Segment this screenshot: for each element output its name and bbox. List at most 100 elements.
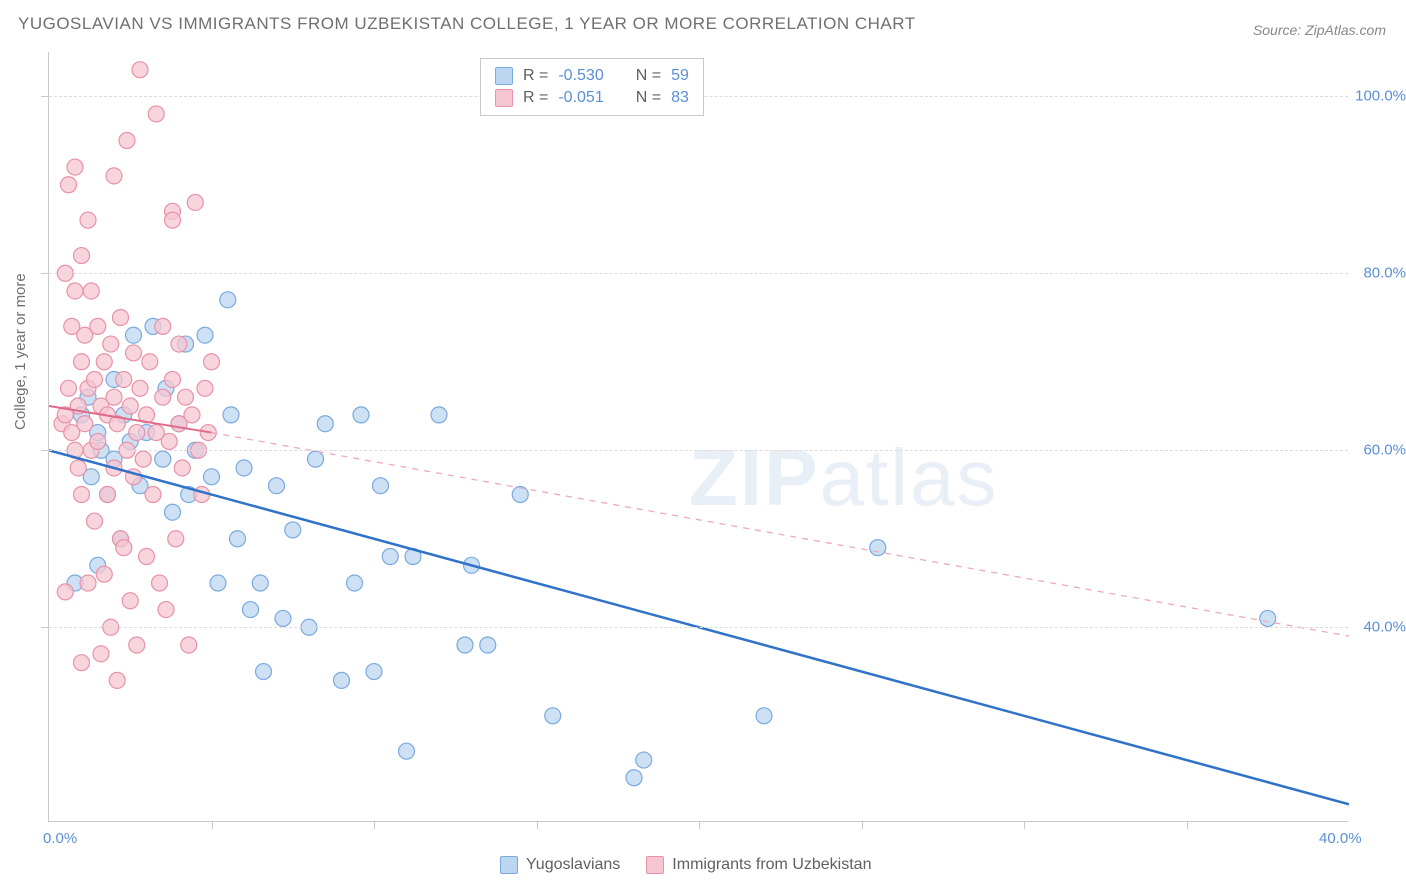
gridline <box>49 273 1348 274</box>
chart-plot-area: ZIPatlas 40.0%60.0%80.0%100.0%0.0%40.0% <box>48 52 1348 822</box>
data-point <box>204 469 220 485</box>
data-point <box>70 460 86 476</box>
data-point <box>165 371 181 387</box>
data-point <box>80 575 96 591</box>
data-point <box>184 407 200 423</box>
legend-label: Yugoslavians <box>526 856 620 874</box>
legend-label: Immigrants from Uzbekistan <box>672 856 871 874</box>
source-label: Source: ZipAtlas.com <box>1253 22 1386 38</box>
data-point <box>100 487 116 503</box>
data-point <box>204 354 220 370</box>
data-point <box>106 168 122 184</box>
y-tick-label: 40.0% <box>1363 619 1406 636</box>
data-point <box>230 531 246 547</box>
data-point <box>223 407 239 423</box>
y-tick <box>41 273 49 274</box>
data-point <box>116 540 132 556</box>
x-tick-label: 40.0% <box>1319 830 1362 847</box>
data-point <box>210 575 226 591</box>
data-point <box>308 451 324 467</box>
data-point <box>161 433 177 449</box>
data-point <box>96 354 112 370</box>
y-axis-title: College, 1 year or more <box>12 273 29 430</box>
data-point <box>129 425 145 441</box>
data-point <box>103 336 119 352</box>
chart-title: YUGOSLAVIAN VS IMMIGRANTS FROM UZBEKISTA… <box>18 14 916 34</box>
x-tick <box>374 821 375 829</box>
data-point <box>67 283 83 299</box>
gridline <box>49 627 1348 628</box>
y-tick-label: 80.0% <box>1363 265 1406 282</box>
data-point <box>155 318 171 334</box>
stat-n-value: 59 <box>671 67 689 85</box>
data-point <box>252 575 268 591</box>
data-point <box>545 708 561 724</box>
data-point <box>155 451 171 467</box>
regression-extrapolation <box>212 433 1350 637</box>
data-point <box>122 398 138 414</box>
x-tick <box>862 821 863 829</box>
stat-r-label: R = <box>523 89 548 107</box>
stat-n-label: N = <box>636 89 661 107</box>
x-tick <box>699 821 700 829</box>
data-point <box>171 336 187 352</box>
data-point <box>285 522 301 538</box>
legend-swatch <box>495 89 513 107</box>
data-point <box>93 646 109 662</box>
data-point <box>129 637 145 653</box>
stats-legend-row: R =-0.530N =59 <box>495 65 689 87</box>
data-point <box>269 478 285 494</box>
x-tick <box>1187 821 1188 829</box>
data-point <box>132 62 148 78</box>
data-point <box>152 575 168 591</box>
data-point <box>174 460 190 476</box>
data-point <box>80 212 96 228</box>
data-point <box>870 540 886 556</box>
legend-item: Yugoslavians <box>500 856 620 874</box>
data-point <box>77 416 93 432</box>
data-point <box>457 637 473 653</box>
data-point <box>236 460 252 476</box>
data-point <box>512 487 528 503</box>
data-point <box>87 513 103 529</box>
data-point <box>626 770 642 786</box>
y-tick <box>41 96 49 97</box>
legend-item: Immigrants from Uzbekistan <box>646 856 871 874</box>
data-point <box>636 752 652 768</box>
data-point <box>256 664 272 680</box>
data-point <box>83 283 99 299</box>
data-point <box>181 637 197 653</box>
data-point <box>126 327 142 343</box>
stat-n-label: N = <box>636 67 661 85</box>
data-point <box>165 504 181 520</box>
data-point <box>399 743 415 759</box>
stat-n-value: 83 <box>671 89 689 107</box>
x-tick <box>212 821 213 829</box>
data-point <box>74 487 90 503</box>
data-point <box>119 133 135 149</box>
series-legend: Yugoslavians Immigrants from Uzbekistan <box>500 856 871 874</box>
data-point <box>1260 610 1276 626</box>
data-point <box>142 354 158 370</box>
data-point <box>87 371 103 387</box>
legend-swatch <box>646 856 664 874</box>
stats-legend-row: R =-0.051N =83 <box>495 87 689 109</box>
x-tick <box>537 821 538 829</box>
data-point <box>113 310 129 326</box>
stat-r-label: R = <box>523 67 548 85</box>
data-point <box>155 389 171 405</box>
y-tick <box>41 450 49 451</box>
data-point <box>366 664 382 680</box>
data-point <box>347 575 363 591</box>
data-point <box>334 672 350 688</box>
gridline <box>49 450 1348 451</box>
data-point <box>132 380 148 396</box>
data-point <box>187 194 203 210</box>
data-point <box>61 177 77 193</box>
data-point <box>126 345 142 361</box>
data-point <box>148 106 164 122</box>
y-tick-label: 60.0% <box>1363 442 1406 459</box>
data-point <box>74 655 90 671</box>
data-point <box>122 593 138 609</box>
data-point <box>90 318 106 334</box>
